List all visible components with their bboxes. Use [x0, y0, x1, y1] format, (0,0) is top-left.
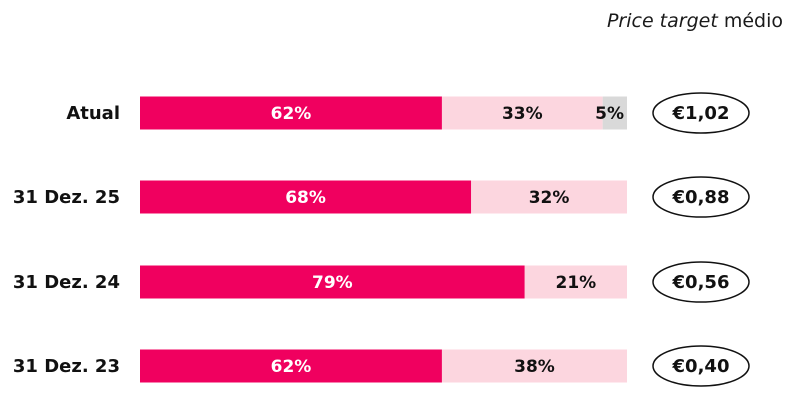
price-target-header-italic: Price target — [606, 10, 718, 32]
value-label: 5% — [595, 104, 624, 124]
category-label: 31 Dez. 25 — [13, 187, 120, 208]
price-target-value: €1,02 — [672, 103, 730, 124]
price-target-value: €0,88 — [672, 187, 730, 208]
price-target-ellipse — [652, 261, 750, 303]
value-label: 32% — [529, 188, 570, 208]
bar-segment — [441, 349, 627, 383]
bar-segment — [524, 265, 627, 299]
category-label: 31 Dez. 24 — [13, 272, 120, 293]
price-target-header-normal: médio — [723, 10, 783, 32]
value-label: 62% — [271, 357, 312, 377]
value-label: 62% — [271, 104, 312, 124]
value-label: 38% — [514, 357, 555, 377]
price-target-ellipse — [652, 176, 750, 218]
price-target-value: €0,56 — [672, 272, 730, 293]
price-target-header: Price target médio — [607, 10, 783, 32]
category-label: Atual — [66, 103, 120, 124]
bar-segment — [602, 96, 627, 130]
price-target-value: €0,40 — [672, 356, 730, 377]
bar-segment — [140, 180, 472, 214]
bar-segment — [140, 265, 525, 299]
bar-segment — [441, 96, 603, 130]
value-label: 21% — [556, 273, 597, 293]
bar-segment — [140, 96, 442, 130]
bar-segment — [140, 349, 442, 383]
value-label: 33% — [502, 104, 543, 124]
value-label: 68% — [285, 188, 326, 208]
price-target-ellipse — [652, 92, 750, 134]
bar-segment — [471, 180, 627, 214]
category-label: 31 Dez. 23 — [13, 356, 120, 377]
price-target-ellipse — [652, 345, 750, 387]
value-label: 79% — [312, 273, 353, 293]
